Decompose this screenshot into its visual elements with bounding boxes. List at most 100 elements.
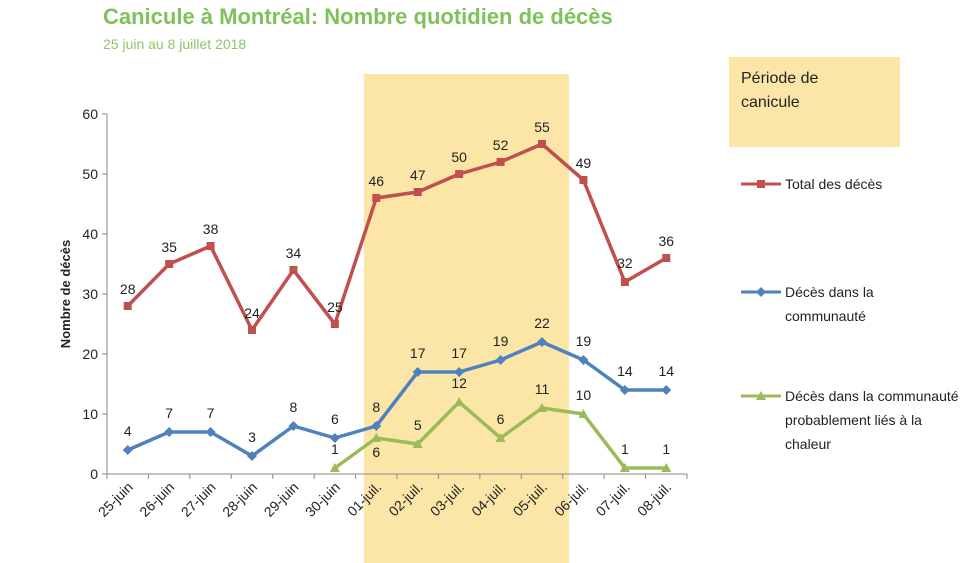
data-point-community — [205, 427, 216, 437]
data-label-community: 6 — [331, 411, 339, 427]
heatwave-band — [363, 74, 569, 563]
y-axis-label: Nombre de décès — [58, 240, 73, 348]
data-point-heat — [371, 433, 382, 442]
data-label-community: 14 — [617, 363, 633, 379]
data-point-total — [330, 320, 339, 328]
legend-label-heat: Décès dans la communauté probablement li… — [785, 388, 959, 452]
data-label-total: 50 — [451, 149, 467, 165]
data-label-community: 8 — [290, 399, 298, 415]
legend-heatwave: Période de canicule — [729, 57, 900, 147]
data-point-community — [247, 451, 257, 461]
data-label-community: 19 — [493, 333, 509, 349]
x-tick-label: 27-juin — [178, 479, 219, 520]
data-point-heat — [329, 463, 340, 472]
data-label-community: 7 — [207, 405, 215, 421]
data-label-community: 3 — [248, 429, 256, 445]
data-point-heat — [495, 433, 506, 442]
y-tick-label: 20 — [82, 346, 98, 362]
data-label-total: 36 — [658, 233, 674, 249]
data-point-community — [619, 385, 630, 395]
y-tick-label: 50 — [82, 166, 98, 182]
data-point-total — [206, 242, 215, 250]
data-label-total: 24 — [244, 305, 260, 321]
data-point-total — [620, 278, 629, 286]
data-label-total: 55 — [534, 119, 550, 135]
data-label-heat: 6 — [497, 411, 505, 427]
data-label-heat: 12 — [451, 375, 467, 391]
x-tick-label: 07-juil. — [592, 479, 632, 519]
data-point-community — [495, 355, 506, 365]
series-line-community — [127, 340, 667, 458]
data-point-total — [165, 260, 174, 268]
data-point-community — [371, 421, 382, 431]
data-point-total — [538, 140, 546, 148]
data-label-total: 47 — [410, 167, 426, 183]
legend-heatwave-label: Période de canicule — [741, 70, 819, 111]
y-tick-label: 40 — [82, 226, 98, 242]
data-point-heat — [661, 463, 672, 472]
series-line-total — [126, 142, 668, 332]
data-point-total — [413, 188, 422, 196]
data-label-total: 52 — [493, 137, 509, 153]
data-point-community — [578, 355, 589, 365]
x-tick-label: 25-juin — [95, 479, 136, 520]
data-label-total: 28 — [120, 281, 136, 297]
data-point-community — [122, 445, 133, 455]
chart-subtitle: 25 juin au 8 juillet 2018 — [103, 36, 247, 52]
data-point-heat — [454, 397, 465, 406]
data-label-total: 35 — [161, 239, 177, 255]
data-point-total — [372, 194, 381, 202]
data-label-community: 8 — [372, 399, 380, 415]
data-label-community: 7 — [165, 405, 173, 421]
data-label-community: 4 — [124, 423, 132, 439]
y-tick-label: 60 — [82, 106, 98, 122]
data-label-heat: 5 — [414, 417, 422, 433]
legend-marker-total — [741, 180, 781, 188]
data-point-total — [248, 326, 256, 334]
legend-marker-community — [741, 287, 781, 297]
x-tick-label: 28-juin — [219, 479, 260, 520]
x-tick-label: 08-juil. — [634, 479, 674, 519]
data-label-total: 32 — [617, 255, 633, 271]
data-point-community — [164, 427, 175, 437]
chart-title: Canicule à Montréal: Nombre quotidien de… — [103, 4, 613, 29]
data-point-community — [454, 367, 465, 377]
data-point-total — [662, 254, 671, 262]
data-label-community: 22 — [534, 315, 550, 331]
data-point-total — [496, 158, 505, 166]
data-point-community — [288, 421, 299, 431]
data-point-heat — [412, 439, 423, 448]
data-point-community — [412, 367, 423, 377]
data-label-total: 25 — [327, 299, 343, 315]
data-point-total — [289, 266, 298, 274]
data-point-total — [123, 302, 132, 310]
data-label-community: 17 — [451, 345, 467, 361]
x-tick-label: 30-juin — [302, 479, 343, 520]
data-point-community — [537, 337, 547, 347]
data-label-community: 14 — [658, 363, 674, 379]
data-label-total: 38 — [203, 221, 219, 237]
data-label-community: 17 — [410, 345, 426, 361]
data-label-heat: 1 — [331, 441, 339, 457]
legend-label-total: Total des décès — [785, 176, 883, 192]
data-label-total: 49 — [576, 155, 592, 171]
data-point-community — [329, 433, 340, 443]
data-label-heat: 10 — [576, 387, 592, 403]
data-label-total: 46 — [368, 173, 384, 189]
data-point-total — [579, 176, 588, 184]
data-label-heat: 1 — [662, 441, 670, 457]
data-point-total — [455, 170, 464, 178]
data-label-heat: 6 — [372, 444, 380, 460]
x-tick-label: 26-juin — [136, 479, 177, 520]
x-tick-label: 29-juin — [261, 479, 302, 520]
data-point-heat — [537, 403, 547, 412]
legend-label-community: Décès dans la communauté — [785, 284, 874, 324]
data-label-total: 34 — [286, 245, 302, 261]
legend-marker-heat — [741, 391, 781, 400]
data-label-heat: 11 — [535, 381, 550, 397]
data-label-community: 19 — [576, 333, 592, 349]
y-tick-label: 10 — [82, 406, 98, 422]
y-tick-label: 30 — [82, 286, 98, 302]
data-point-heat — [578, 409, 589, 418]
